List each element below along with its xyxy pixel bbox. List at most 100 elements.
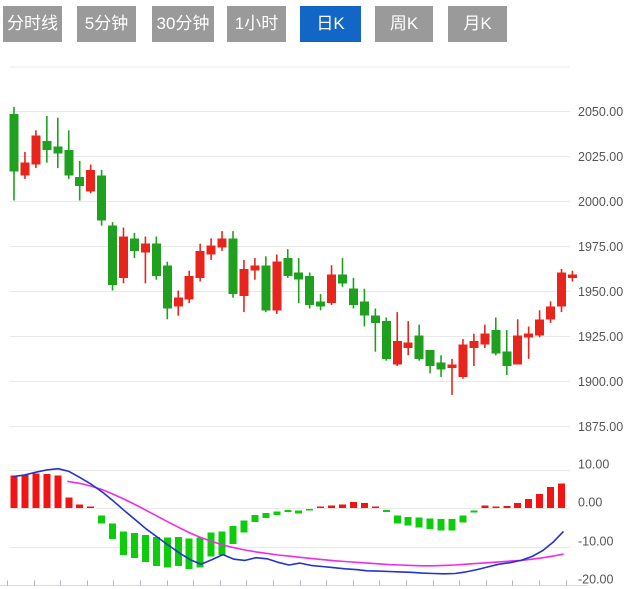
macd-axis-label: 10.00 <box>578 458 609 472</box>
tab-daily-k[interactable]: 日K <box>300 6 361 42</box>
candle-body <box>513 335 523 365</box>
macd-bar-down <box>120 531 127 555</box>
candle-body <box>173 297 183 307</box>
macd-bar-down <box>382 509 390 512</box>
macd-bar-down <box>470 510 478 513</box>
macd-bar-down <box>109 523 117 539</box>
macd-bar-up <box>536 494 544 508</box>
candle-body <box>272 261 282 311</box>
candle-body <box>228 238 238 295</box>
macd-bar-down <box>207 532 215 557</box>
candle-body <box>546 306 556 320</box>
macd-bar-up <box>10 475 18 508</box>
candle-body <box>53 146 63 154</box>
macd-bar-up <box>339 504 346 508</box>
candle-body <box>206 245 216 255</box>
macd-bar-up <box>54 475 62 508</box>
macd-bar-down <box>295 510 303 514</box>
tab-weekly-k[interactable]: 周K <box>375 6 433 42</box>
macd-bar-down <box>404 516 412 526</box>
tab-30min[interactable]: 30分钟 <box>152 6 214 42</box>
macd-axis-label: -20.00 <box>578 573 613 587</box>
macd-bar-up <box>43 474 51 508</box>
candle-body <box>327 274 337 304</box>
macd-bar-up <box>481 505 489 508</box>
candle-body <box>97 175 107 221</box>
macd-bar-up <box>317 506 325 508</box>
dea-line <box>67 480 564 567</box>
macd-bar-down <box>426 518 434 529</box>
macd-bar-down <box>273 511 281 515</box>
macd-bar-down <box>262 513 270 519</box>
dif-line <box>13 467 564 575</box>
macd-bar-up <box>371 506 379 508</box>
candle-body <box>283 258 293 277</box>
tab-5min[interactable]: 5分钟 <box>77 6 136 42</box>
candle-body <box>140 243 150 253</box>
candle-body <box>359 301 369 316</box>
candle-body <box>108 225 118 286</box>
candle-body <box>42 141 52 151</box>
gridlines-layer <box>10 66 570 548</box>
macd-bar-up <box>76 504 84 508</box>
candle-body <box>261 265 271 311</box>
candle-body <box>458 344 468 377</box>
macd-bar-down <box>163 537 171 568</box>
candle-body <box>436 362 446 370</box>
candle-body <box>414 335 424 359</box>
price-axis-label: 2050.00 <box>578 105 623 119</box>
candle-body <box>162 265 172 309</box>
tab-1hour[interactable]: 1小时 <box>227 6 286 42</box>
macd-bar-down <box>185 538 193 569</box>
macd-bar-down <box>393 515 401 524</box>
macd-bar-down <box>306 509 314 511</box>
candle-body <box>370 315 380 323</box>
macd-axis-label: -10.00 <box>578 535 613 549</box>
candle-body <box>250 265 260 271</box>
candle-body <box>195 250 205 278</box>
candle-body <box>129 238 139 251</box>
macd-bar-up <box>32 473 40 508</box>
tab-timeshare[interactable]: 分时线 <box>3 6 62 42</box>
macd-layer <box>10 467 565 575</box>
macd-bar-up <box>503 505 511 508</box>
macd-bar-down <box>251 514 259 522</box>
macd-bar-down <box>459 515 467 523</box>
candle-body <box>239 268 249 296</box>
price-axis-label: 1950.00 <box>578 285 623 299</box>
price-axis-label: 1900.00 <box>578 375 623 389</box>
candle-body <box>381 321 391 359</box>
macd-bar-up <box>328 505 336 508</box>
macd-bar-down <box>437 519 445 531</box>
macd-bar-up <box>360 502 368 508</box>
candle-body <box>151 243 161 277</box>
macd-bar-down <box>130 533 138 559</box>
price-axis-label: 2025.00 <box>578 150 623 164</box>
candle-body <box>567 274 577 278</box>
tab-monthly-k[interactable]: 月K <box>448 6 507 42</box>
macd-bar-up <box>514 502 522 508</box>
candle-body <box>447 364 457 368</box>
candle-body <box>75 177 85 187</box>
price-axis-label: 1925.00 <box>578 330 623 344</box>
candle-body <box>31 135 41 165</box>
candle-body <box>535 319 545 336</box>
candle-body <box>338 274 347 284</box>
macd-bar-down <box>98 515 106 524</box>
macd-bar-down <box>240 520 248 533</box>
macd-bar-down <box>448 519 456 531</box>
period-toolbar: 分时线 5分钟 30分钟 1小时 日K 周K 月K <box>0 0 630 60</box>
price-axis-label: 1975.00 <box>578 240 623 254</box>
candle-body <box>64 150 74 176</box>
macd-bar-up <box>87 506 95 508</box>
price-axis-label: 2000.00 <box>578 195 623 209</box>
macd-bar-down <box>141 534 149 562</box>
candle-body <box>316 301 326 307</box>
candle-body <box>480 333 490 345</box>
candle-body <box>491 330 501 354</box>
candle-body <box>469 340 479 349</box>
candle-body <box>305 276 315 305</box>
